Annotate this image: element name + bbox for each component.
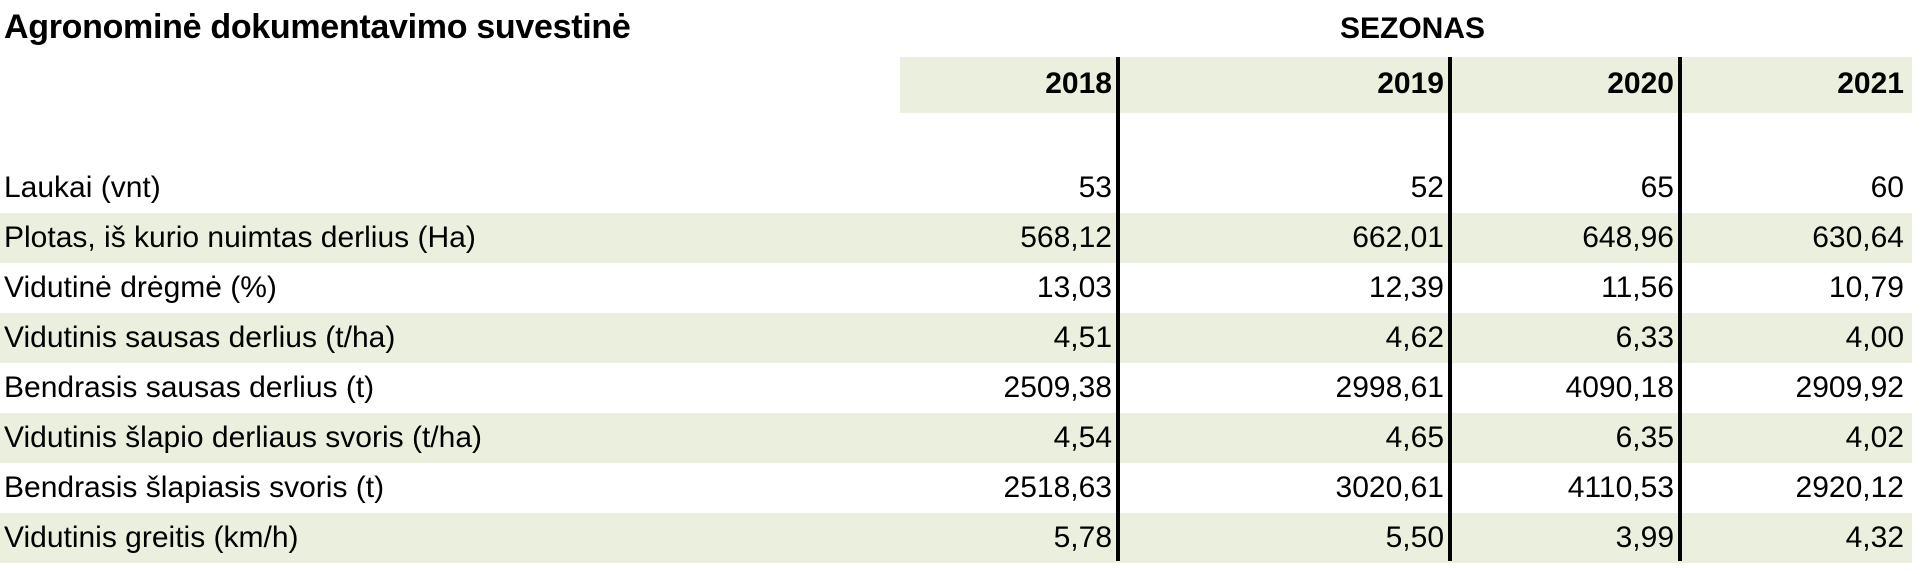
cell-value-2021: 10,79 (1828, 271, 1904, 304)
row-label: Vidutinis sausas derlius (t/ha) (4, 321, 396, 354)
column-divider (1678, 57, 1682, 561)
cell-value-2018: 568,12 (1020, 221, 1112, 254)
cell-value-2018: 2518,63 (1003, 471, 1112, 504)
cell-value-2020: 11,56 (1601, 271, 1674, 304)
row-label: Bendrasis šlapiasis svoris (t) (4, 471, 385, 504)
cell-value-2019: 662,01 (1352, 221, 1444, 254)
cell-value-2019: 12,39 (1368, 271, 1444, 304)
cell-value-2018: 13,03 (1036, 271, 1112, 304)
row-label: Bendrasis sausas derlius (t) (4, 371, 375, 404)
row-label: Vidutinė drėgmė (%) (4, 271, 277, 304)
row-label: Plotas, iš kurio nuimtas derlius (Ha) (4, 221, 476, 254)
cell-value-2018: 4,51 (1053, 321, 1112, 354)
cell-value-2019: 4,62 (1385, 321, 1444, 354)
row-label: Laukai (vnt) (4, 171, 161, 204)
table-row-average-wet-weight: Vidutinis šlapio derliaus svoris (t/ha) … (0, 413, 1912, 463)
table-row-harvested-area: Plotas, iš kurio nuimtas derlius (Ha) 56… (0, 213, 1912, 263)
row-label: Vidutinis šlapio derliaus svoris (t/ha) (4, 421, 482, 454)
cell-value-2021: 2920,12 (1795, 471, 1904, 504)
year-header-band (900, 57, 1912, 113)
cell-value-2018: 2509,38 (1003, 371, 1112, 404)
cell-value-2019: 3020,61 (1335, 471, 1444, 504)
season-header: SEZONAS (1340, 12, 1486, 45)
cell-value-2018: 53 (1078, 171, 1112, 204)
column-divider (1116, 57, 1120, 561)
year-header-2019: 2019 (1377, 67, 1444, 100)
cell-value-2020: 6,33 (1615, 321, 1674, 354)
cell-value-2020: 4110,53 (1567, 471, 1674, 504)
table-row-average-moisture: Vidutinė drėgmė (%) 13,03 12,39 11,56 10… (0, 263, 1912, 313)
cell-value-2020: 4090,18 (1565, 371, 1674, 404)
year-header-2018: 2018 (1045, 67, 1112, 100)
table-row-total-wet-weight: Bendrasis šlapiasis svoris (t) 2518,63 3… (0, 463, 1912, 513)
cell-value-2021: 4,32 (1845, 521, 1904, 554)
table-row-average-speed: Vidutinis greitis (km/h) 5,78 5,50 3,99 … (0, 513, 1912, 563)
table-row-total-dry-yield: Bendrasis sausas derlius (t) 2509,38 299… (0, 363, 1912, 413)
year-header-2020: 2020 (1607, 67, 1674, 100)
cell-value-2021: 4,02 (1845, 421, 1904, 454)
page-title: Agronominė dokumentavimo suvestinė (4, 8, 631, 46)
cell-value-2021: 60 (1870, 171, 1904, 204)
cell-value-2019: 5,50 (1385, 521, 1444, 554)
cell-value-2020: 6,35 (1615, 421, 1674, 454)
cell-value-2020: 3,99 (1615, 521, 1674, 554)
cell-value-2021: 2909,92 (1795, 371, 1904, 404)
cell-value-2019: 2998,61 (1335, 371, 1444, 404)
cell-value-2019: 4,65 (1385, 421, 1444, 454)
cell-value-2018: 5,78 (1053, 521, 1112, 554)
table-row-fields: Laukai (vnt) 53 52 65 60 (0, 163, 1912, 213)
cell-value-2020: 65 (1640, 171, 1674, 204)
column-divider (1448, 57, 1452, 561)
cell-value-2021: 630,64 (1812, 221, 1904, 254)
cell-value-2018: 4,54 (1053, 421, 1112, 454)
cell-value-2020: 648,96 (1582, 221, 1674, 254)
row-label: Vidutinis greitis (km/h) (4, 521, 299, 554)
year-header-2021: 2021 (1837, 67, 1904, 100)
cell-value-2019: 52 (1410, 171, 1444, 204)
cell-value-2021: 4,00 (1845, 321, 1904, 354)
table-row-average-dry-yield: Vidutinis sausas derlius (t/ha) 4,51 4,6… (0, 313, 1912, 363)
